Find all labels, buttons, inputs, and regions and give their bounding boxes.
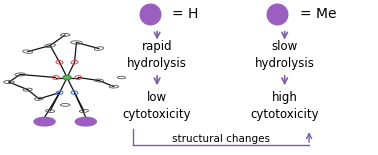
Circle shape bbox=[34, 117, 55, 126]
Text: high
cytotoxicity: high cytotoxicity bbox=[250, 91, 319, 121]
Text: = Me: = Me bbox=[300, 7, 336, 21]
Text: rapid
hydrolysis: rapid hydrolysis bbox=[127, 40, 187, 70]
Point bbox=[274, 12, 280, 15]
Text: structural changes: structural changes bbox=[172, 135, 270, 144]
Point bbox=[147, 12, 153, 15]
Text: low
cytotoxicity: low cytotoxicity bbox=[123, 91, 191, 121]
Ellipse shape bbox=[63, 75, 71, 80]
Text: = H: = H bbox=[172, 7, 198, 21]
Circle shape bbox=[75, 117, 96, 126]
Text: slow
hydrolysis: slow hydrolysis bbox=[255, 40, 314, 70]
